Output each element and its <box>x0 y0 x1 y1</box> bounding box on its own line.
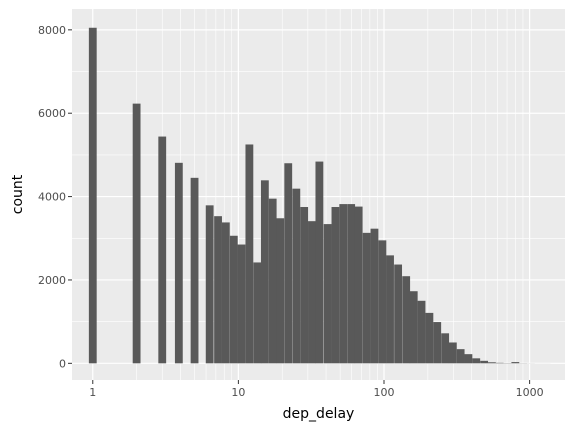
bar <box>511 362 520 364</box>
bar <box>433 322 442 364</box>
bar <box>284 163 293 364</box>
bar <box>347 204 356 364</box>
bar <box>245 144 254 364</box>
y-tick-label: 4000 <box>38 191 66 204</box>
bar <box>339 204 348 364</box>
y-axis: 0 2000 4000 6000 8000 <box>38 24 72 370</box>
bar <box>253 262 262 364</box>
bar <box>464 354 473 364</box>
bar <box>394 264 403 364</box>
x-tick-label: 1000 <box>516 386 544 399</box>
bar <box>425 312 434 364</box>
y-tick-label: 8000 <box>38 24 66 37</box>
bar <box>260 180 269 364</box>
bar <box>331 207 340 364</box>
bar <box>276 218 285 364</box>
bar <box>229 235 238 364</box>
bar <box>386 255 394 364</box>
bar <box>174 162 183 364</box>
y-tick-label: 6000 <box>38 107 66 120</box>
bar <box>409 291 418 364</box>
bar <box>378 240 387 364</box>
x-axis: 1 10 100 1000 <box>89 380 544 399</box>
bar <box>300 207 309 364</box>
bar <box>488 362 496 364</box>
bar <box>292 188 301 364</box>
bar <box>88 27 97 364</box>
x-tick-label: 10 <box>231 386 245 399</box>
bar <box>354 206 363 364</box>
bar <box>456 349 465 364</box>
bar <box>205 205 214 364</box>
bar <box>480 360 489 364</box>
bar <box>448 342 457 364</box>
bar <box>268 198 277 364</box>
bar <box>417 300 426 364</box>
bar <box>221 222 230 364</box>
bar <box>308 221 316 364</box>
y-axis-title: count <box>10 174 26 214</box>
bars <box>88 27 551 364</box>
bar <box>362 232 371 364</box>
bar <box>315 161 324 364</box>
bar <box>441 333 450 364</box>
bar <box>214 216 222 364</box>
y-tick-label: 2000 <box>38 274 66 287</box>
bar <box>158 136 167 364</box>
bar <box>370 228 379 364</box>
bar <box>237 244 246 364</box>
bar <box>132 103 141 364</box>
bar <box>472 358 481 364</box>
x-tick-label: 1 <box>89 386 96 399</box>
bar <box>323 224 332 364</box>
x-tick-label: 100 <box>373 386 394 399</box>
y-tick-label: 0 <box>59 357 66 370</box>
bar <box>190 177 199 364</box>
bar <box>402 276 411 364</box>
bar <box>495 362 504 364</box>
x-axis-title: dep_delay <box>283 406 355 422</box>
